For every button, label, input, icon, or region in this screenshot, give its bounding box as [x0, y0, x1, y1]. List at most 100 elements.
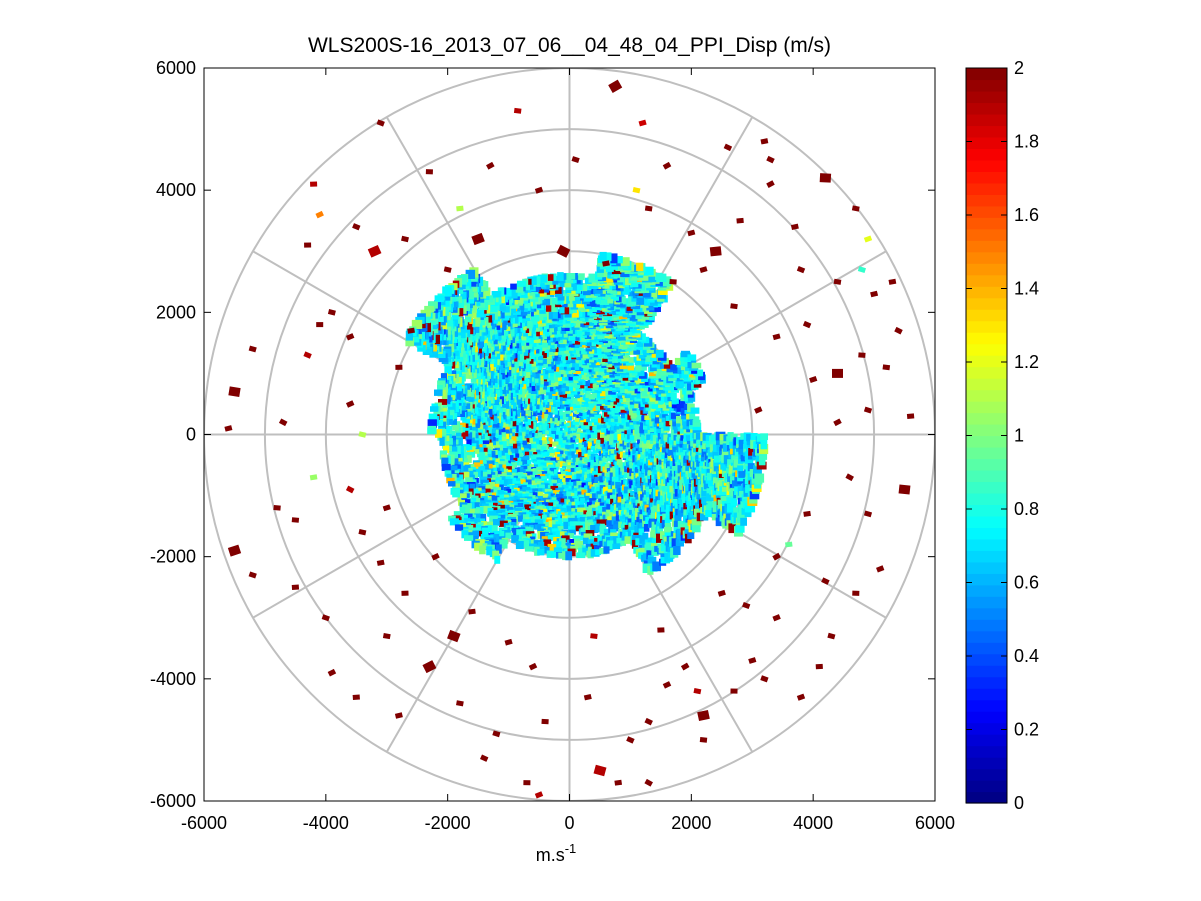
scan-cell-1698 [498, 480, 504, 487]
scan-cell-3894 [498, 310, 505, 319]
scan-cell-4811 [750, 433, 758, 441]
scan-cell-4290 [671, 538, 679, 548]
scan-cell-368 [582, 393, 587, 401]
scan-cell-154 [592, 426, 600, 431]
scan-cell-797 [550, 485, 559, 494]
scan-cell-4370 [705, 493, 716, 502]
scan-cell-2919 [671, 466, 678, 474]
scan-cell-820 [622, 444, 628, 450]
scan-cell-392 [529, 444, 534, 452]
scan-cell-54 [578, 438, 585, 443]
scan-cell-566 [613, 438, 620, 443]
scan-cell-19 [570, 437, 577, 444]
scan-cell-2621 [670, 412, 680, 419]
scan-cell-1406 [541, 358, 547, 365]
scan-cell-86 [585, 421, 591, 429]
scan-cell-420 [605, 442, 613, 448]
scan-cell-988 [514, 467, 520, 476]
scan-cell-548 [562, 478, 567, 486]
scan-cell-977 [501, 426, 510, 432]
scan-cell-98 [550, 420, 555, 426]
scan-cell-3817 [462, 518, 471, 524]
scan-cell-3183 [505, 532, 514, 539]
scan-cell-658 [600, 388, 607, 397]
scan-cell-3166 [448, 446, 458, 453]
scan-cell-4815 [457, 275, 468, 285]
scan-cell-1344 [598, 498, 604, 505]
scan-cell-2472 [664, 394, 671, 403]
return-point-22 [858, 352, 866, 358]
return-point-77 [395, 364, 403, 370]
scan-cell-1487 [643, 437, 650, 444]
scan-cell-2601 [655, 485, 662, 493]
scan-cell-2935 [669, 384, 678, 391]
scan-cell-1107 [560, 498, 567, 505]
scan-cell-379 [542, 399, 548, 405]
scan-cell-2633 [649, 364, 658, 372]
scan-cell-1883 [648, 460, 657, 466]
scan-cell-4616 [417, 345, 426, 352]
scan-cell-4656 [465, 287, 473, 295]
scan-cell-53 [578, 439, 583, 447]
scan-cell-1848 [541, 514, 547, 523]
scan-cell-866 [515, 397, 523, 404]
scan-cell-662 [587, 381, 593, 389]
scan-cell-4684 [737, 465, 744, 475]
scan-cell-3447 [463, 361, 470, 369]
scan-cell-3595 [452, 488, 460, 498]
scan-cell-1778 [593, 348, 603, 356]
scan-cell-341 [570, 468, 578, 475]
scan-cell-3196 [582, 547, 590, 555]
scan-cell-2701 [462, 458, 468, 465]
scan-cell-1265 [604, 367, 609, 373]
return-point-10 [863, 235, 873, 243]
scan-cell-4826 [420, 309, 431, 317]
scan-cell-4748 [599, 251, 607, 260]
return-point-26 [833, 418, 842, 427]
scan-cell-100 [547, 428, 552, 434]
scan-cell-48 [559, 443, 565, 449]
scan-cell-189 [584, 453, 588, 459]
scan-cell-116 [590, 431, 596, 436]
scan-cell-3357 [595, 549, 601, 556]
scan-cell-1102 [538, 491, 544, 500]
scan-cell-3920 [437, 385, 443, 391]
scan-cell-1521 [562, 351, 571, 357]
scan-cell-1712 [545, 512, 553, 520]
scan-cell-1691 [485, 454, 492, 460]
scan-cell-4365 [691, 518, 702, 527]
scan-cell-4237 [712, 450, 720, 459]
scan-cell-632 [585, 478, 594, 484]
scan-cell-1261 [615, 375, 622, 383]
scan-cell-784 [515, 457, 522, 463]
return-point-31 [346, 333, 355, 341]
scan-cell-483 [586, 469, 594, 477]
scan-cell-3339 [477, 513, 487, 523]
scan-cell-36 [576, 434, 583, 439]
scan-cell-1163 [577, 361, 582, 367]
scan-cell-1512 [596, 356, 602, 363]
scan-cell-22 [576, 428, 581, 433]
scan-cell-927 [629, 423, 637, 430]
scan-cell-1364 [639, 438, 647, 445]
scan-cell-673 [541, 383, 547, 390]
return-point-42 [479, 754, 489, 762]
scan-cell-1348 [612, 489, 618, 498]
scan-cell-3739 [691, 469, 698, 478]
scan-cell-2255 [468, 426, 476, 433]
scan-cell-1139 [635, 424, 644, 429]
scan-cell-780 [509, 443, 518, 451]
scan-cell-1113 [580, 498, 587, 503]
scan-cell-1897 [654, 409, 661, 416]
scan-cell-2811 [574, 319, 581, 328]
scan-cell-4070 [691, 362, 702, 369]
scan-cell-285 [551, 461, 557, 468]
scan-cell-3364 [638, 528, 644, 536]
scan-cell-1172 [545, 363, 552, 371]
scan-cell-345 [583, 465, 591, 470]
scan-cell-180 [549, 453, 555, 458]
scan-cell-535 [520, 445, 528, 451]
scan-cell-756 [556, 375, 562, 381]
return-point-84 [571, 156, 580, 164]
scan-cell-38 [578, 424, 583, 428]
